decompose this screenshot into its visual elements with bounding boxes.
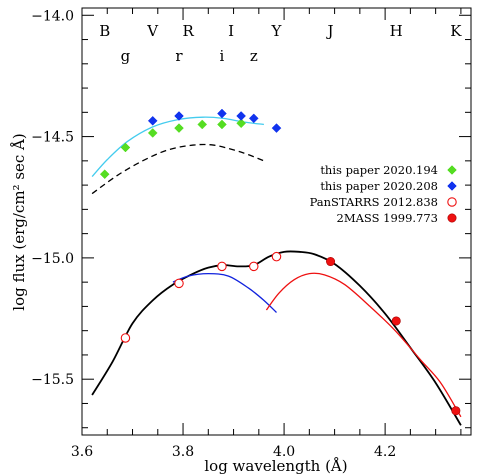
data-point-s1 bbox=[236, 111, 246, 121]
y-axis-label: log flux (erg/cm² sec Å) bbox=[10, 133, 28, 310]
band-label: r bbox=[175, 47, 183, 65]
data-point-s2 bbox=[249, 261, 259, 272]
legend-label: this paper 2020.194 bbox=[320, 163, 438, 177]
data-point-s2 bbox=[217, 261, 227, 272]
data-point-s3 bbox=[391, 316, 401, 326]
band-label: g bbox=[121, 47, 131, 65]
band-label: B bbox=[99, 22, 110, 40]
legend-label: this paper 2020.208 bbox=[320, 179, 438, 193]
x-tick-label: 3.6 bbox=[71, 444, 93, 460]
legend: this paper 2020.194 this paper 2020.208 Pa… bbox=[310, 163, 457, 225]
data-point-s1 bbox=[271, 123, 282, 133]
band-labels: B V R I Y J H Kg r i z bbox=[99, 22, 462, 65]
y-tick-label: −15.5 bbox=[31, 372, 74, 388]
legend-label: 2MASS 1999.773 bbox=[337, 211, 438, 225]
legend-marker bbox=[447, 197, 457, 207]
data-point-s1 bbox=[217, 108, 227, 119]
legend-label: PanSTARRS 2012.838 bbox=[310, 195, 438, 209]
legend-marker bbox=[447, 213, 457, 223]
data-point-s0 bbox=[197, 119, 208, 130]
x-tick-label: 4.0 bbox=[273, 444, 295, 460]
band-label: K bbox=[450, 22, 462, 40]
data-point-s1 bbox=[147, 115, 158, 126]
band-label: Y bbox=[271, 22, 283, 40]
data-point-s2 bbox=[271, 251, 282, 262]
band-label: J bbox=[326, 22, 334, 40]
y-tick-label: −14.5 bbox=[31, 130, 74, 146]
band-label: R bbox=[182, 22, 194, 40]
band-label: z bbox=[250, 47, 258, 65]
data-point-s2 bbox=[174, 278, 184, 289]
y-tick-label: −14.0 bbox=[31, 8, 74, 24]
data-point-s1 bbox=[174, 111, 184, 121]
band-label: H bbox=[390, 22, 403, 40]
model-curve-3 bbox=[172, 273, 277, 313]
data-point-s0 bbox=[99, 169, 110, 180]
model-curve-2 bbox=[91, 250, 462, 426]
y-tick-label: −15.0 bbox=[31, 251, 74, 267]
x-axis-label: log wavelength (Å) bbox=[204, 457, 347, 475]
data-point-s2 bbox=[120, 333, 131, 343]
data-point-s0 bbox=[147, 128, 158, 138]
data-point-s3 bbox=[326, 257, 336, 267]
axis-ticks: 3.6 3.8 4.0 4.2 −14.0 −14.5 −15.0 −15.5 bbox=[31, 8, 471, 460]
model-curve-1 bbox=[91, 143, 265, 195]
data-points bbox=[99, 108, 461, 416]
data-point-s0 bbox=[236, 118, 246, 129]
plot-frame bbox=[81, 7, 472, 436]
model-curve-4 bbox=[265, 272, 462, 418]
x-tick-label: 4.2 bbox=[374, 444, 396, 460]
band-label: I bbox=[228, 22, 234, 40]
band-label: i bbox=[220, 47, 225, 65]
legend-marker bbox=[447, 165, 457, 175]
legend-marker bbox=[447, 181, 457, 191]
x-tick-label: 3.8 bbox=[172, 444, 194, 460]
data-point-s0 bbox=[217, 119, 227, 130]
data-point-s0 bbox=[120, 142, 131, 153]
band-label: V bbox=[146, 22, 159, 40]
data-point-s0 bbox=[174, 123, 184, 133]
data-point-s3 bbox=[451, 406, 461, 416]
data-point-s1 bbox=[248, 113, 259, 124]
